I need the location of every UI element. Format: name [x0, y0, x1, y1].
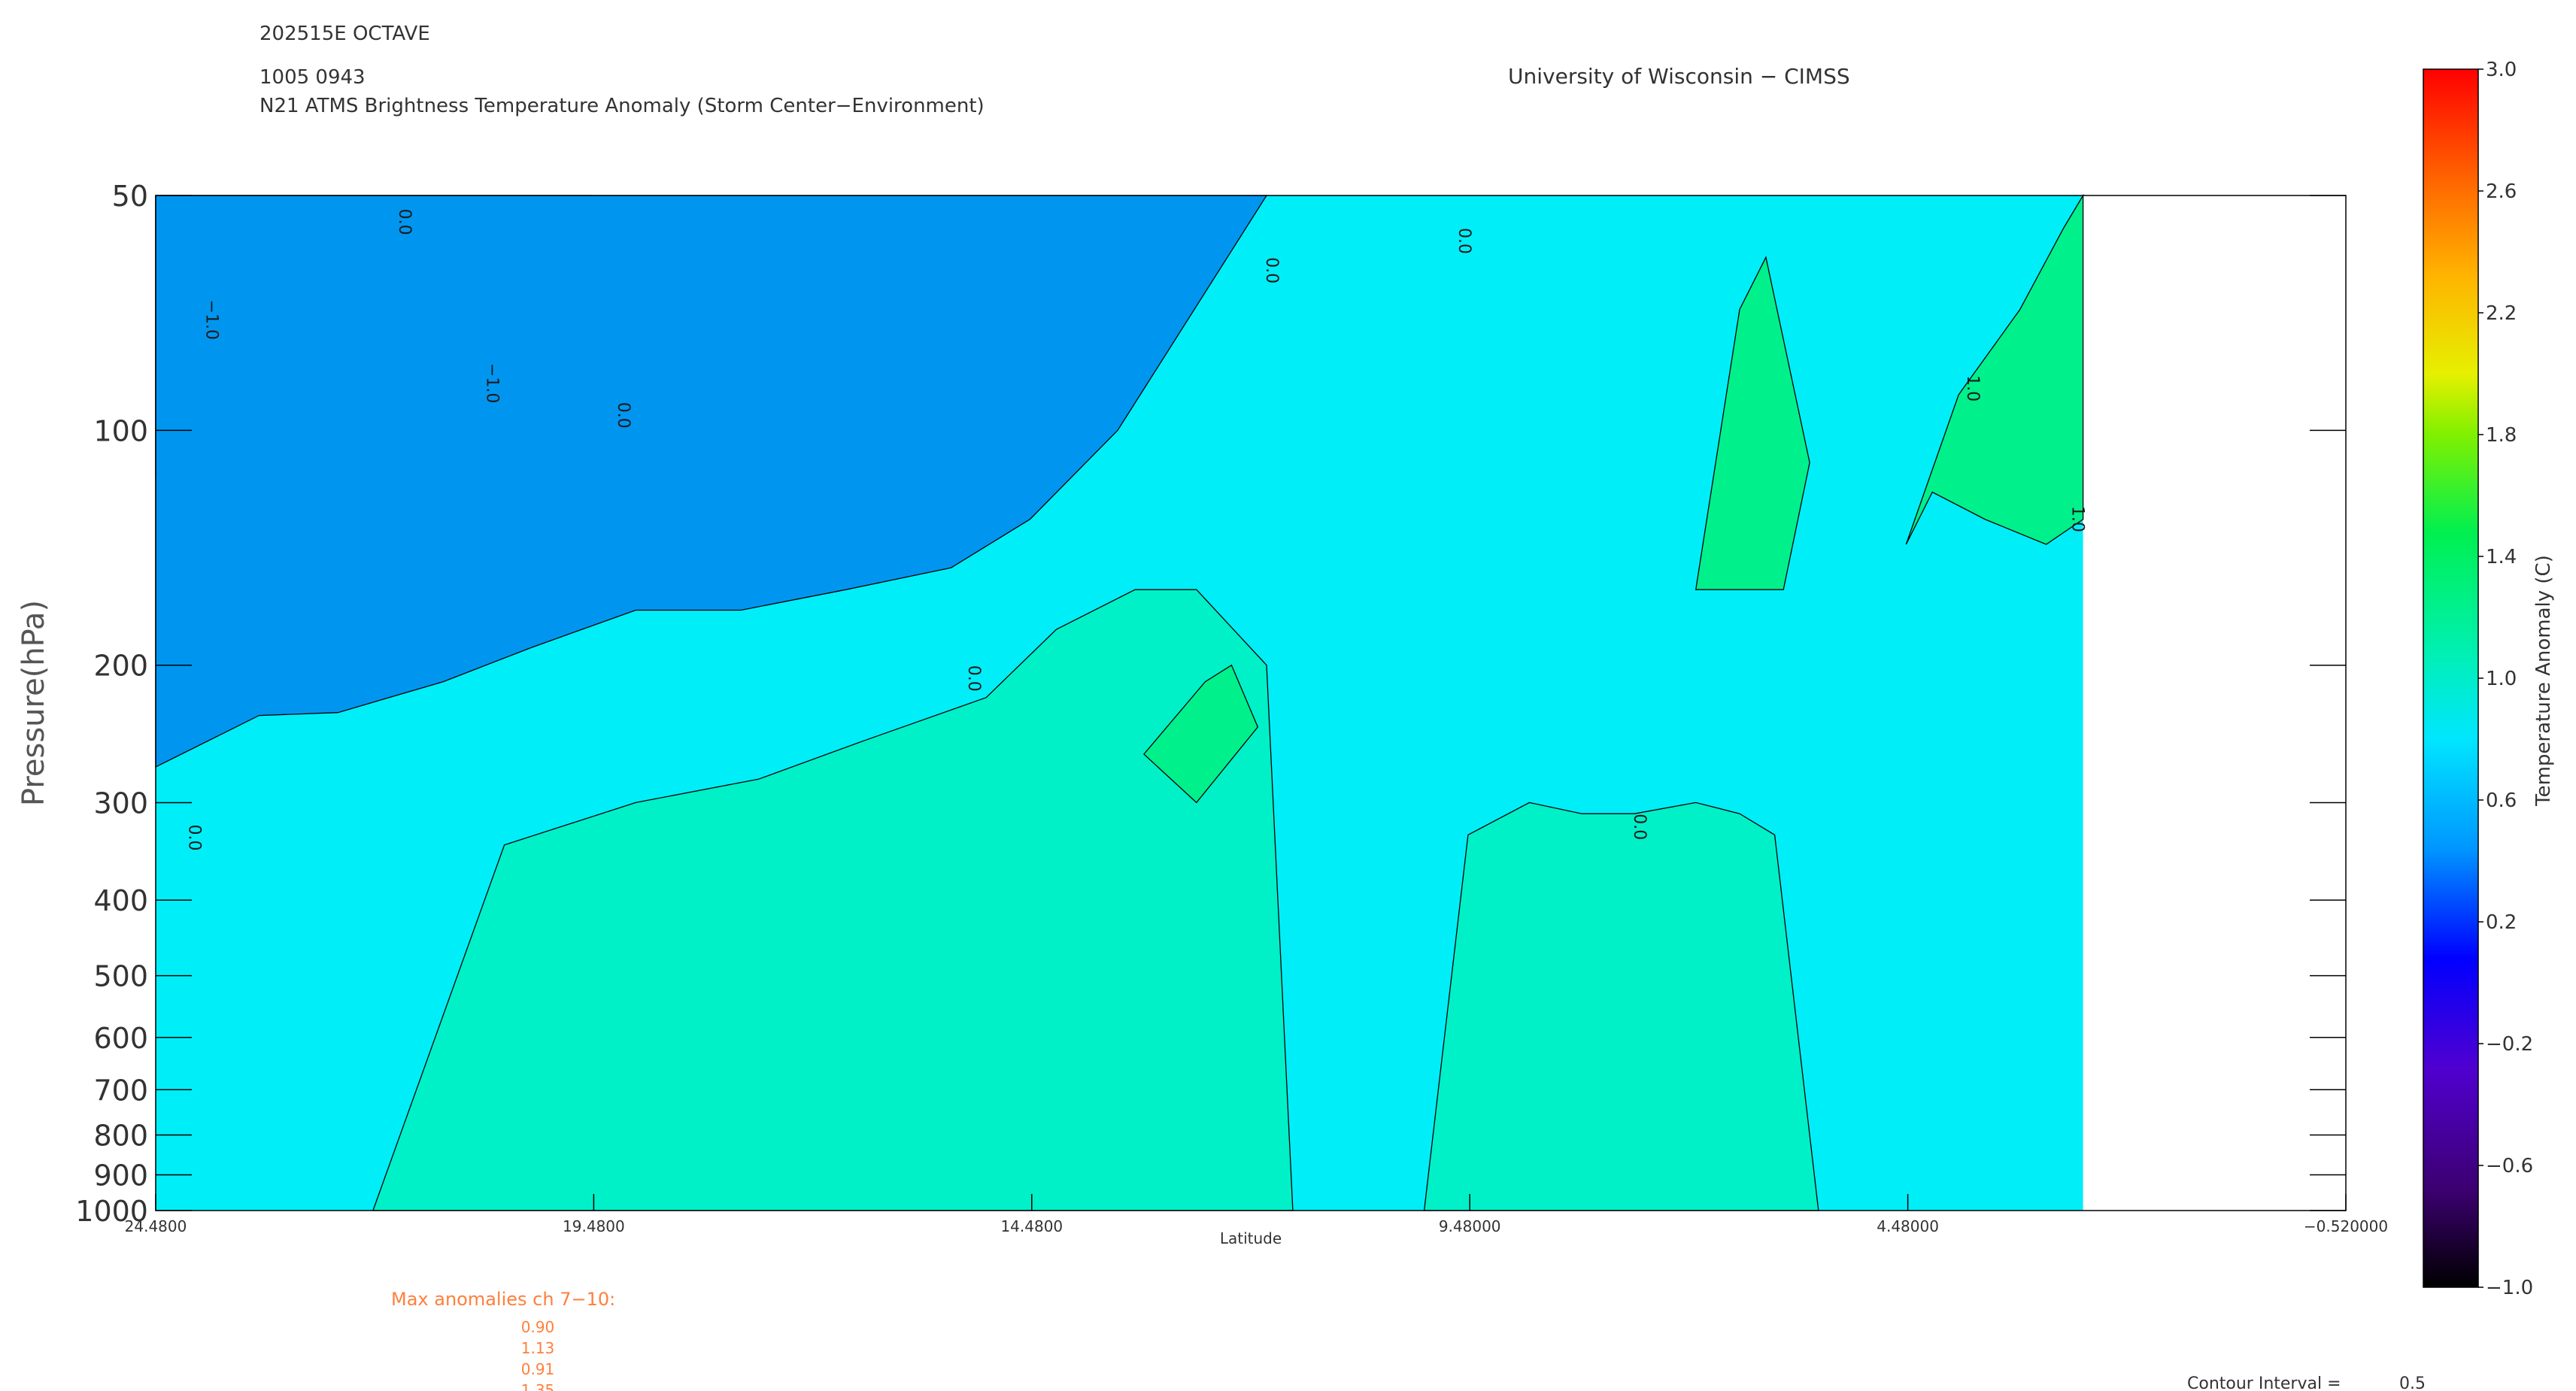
- contour-label: 1.0: [1963, 375, 1982, 402]
- contour-label: 1.0: [2068, 506, 2087, 532]
- x-tick-label: 9.48000: [1439, 1217, 1501, 1235]
- chart-title: N21 ATMS Brightness Temperature Anomaly …: [259, 95, 985, 117]
- x-tick-label: 4.48000: [1877, 1217, 1939, 1235]
- colorbar-tick-label: 2.2: [2486, 302, 2517, 325]
- y-tick-label: 1000: [75, 1195, 148, 1228]
- contour-label: 0.0: [614, 402, 633, 429]
- contour-region-3: [1423, 802, 1819, 1211]
- contour-region-5: [1695, 256, 1810, 590]
- contour-label: 0.0: [964, 665, 983, 692]
- y-tick-label: 100: [93, 414, 148, 447]
- colorbar-label: Temperature Anomaly (C): [2532, 555, 2555, 807]
- colorbar-tick-label: 0.6: [2486, 789, 2517, 812]
- colorbar-tick-label: 0.2: [2486, 911, 2517, 934]
- contour-label: −1.0: [202, 300, 221, 340]
- colorbar-tick-label: −0.6: [2486, 1155, 2533, 1177]
- contour-interval-label: Contour Interval =: [2187, 1374, 2341, 1391]
- date-line: 1005 0943: [259, 66, 366, 89]
- colorbar-tick-label: 2.6: [2486, 180, 2517, 203]
- max-anomaly-value: 1.13: [521, 1339, 555, 1357]
- plot-frame: [155, 195, 2347, 1211]
- y-tick-label: 500: [93, 960, 148, 993]
- x-tick-label: 14.4800: [1000, 1217, 1063, 1235]
- colorbar-tick-label: 3.0: [2486, 59, 2517, 81]
- y-tick-label: 600: [93, 1022, 148, 1055]
- colorbar-tick-label: 1.0: [2486, 668, 2517, 690]
- contour-label: 0.0: [1455, 228, 1473, 254]
- y-tick-label: 400: [93, 884, 148, 917]
- contour-label: 0.0: [395, 209, 414, 235]
- colorbar-tick-label: 1.8: [2486, 424, 2517, 447]
- max-anomaly-value: 0.91: [521, 1360, 555, 1378]
- y-tick-label: 300: [93, 786, 148, 820]
- colorbar-tick-label: 1.4: [2486, 546, 2517, 568]
- x-tick-label: 24.4800: [125, 1217, 187, 1235]
- colorbar: [2423, 68, 2479, 1288]
- contour-region-6: [1143, 664, 1259, 804]
- contour-region-2: [372, 589, 1294, 1211]
- contour-label: −1.0: [482, 363, 501, 403]
- colorbar-tick-label: −1.0: [2486, 1277, 2533, 1299]
- x-axis-label: Latitude: [1220, 1229, 1282, 1247]
- y-tick-label: 200: [93, 650, 148, 683]
- contour-label: 0.0: [1630, 814, 1649, 840]
- contour-label: 0.0: [1262, 257, 1281, 283]
- x-tick-label: −0.520000: [2304, 1217, 2388, 1235]
- max-anomaly-value: 0.90: [521, 1318, 555, 1336]
- y-axis-label: Pressure(hPa): [17, 600, 51, 806]
- storm-line: 202515E OCTAVE: [259, 23, 430, 45]
- plot-area: −1.0 −1.0 0.0 0.0 0.0 0.0 0.0 0.0 0.0 1.0 1.0 50 10…: [75, 180, 2388, 1235]
- contour-region-1: [155, 195, 1268, 768]
- contour-interval-value: 0.5: [2399, 1374, 2426, 1391]
- x-tick-label: 19.4800: [563, 1217, 625, 1235]
- colorbar-tick-label: −0.2: [2486, 1033, 2533, 1056]
- max-anomaly-value: 1.35: [521, 1381, 555, 1391]
- y-tick-label: 900: [93, 1159, 148, 1193]
- contour-label: 0.0: [184, 825, 203, 851]
- institution: University of Wisconsin − CIMSS: [1508, 64, 1850, 89]
- contour-region-4: [1905, 193, 2084, 545]
- y-tick-label: 700: [93, 1074, 148, 1107]
- y-tick-label: 50: [112, 180, 148, 213]
- max-anomalies-label: Max anomalies ch 7−10:: [391, 1289, 615, 1310]
- y-tick-label: 800: [93, 1119, 148, 1152]
